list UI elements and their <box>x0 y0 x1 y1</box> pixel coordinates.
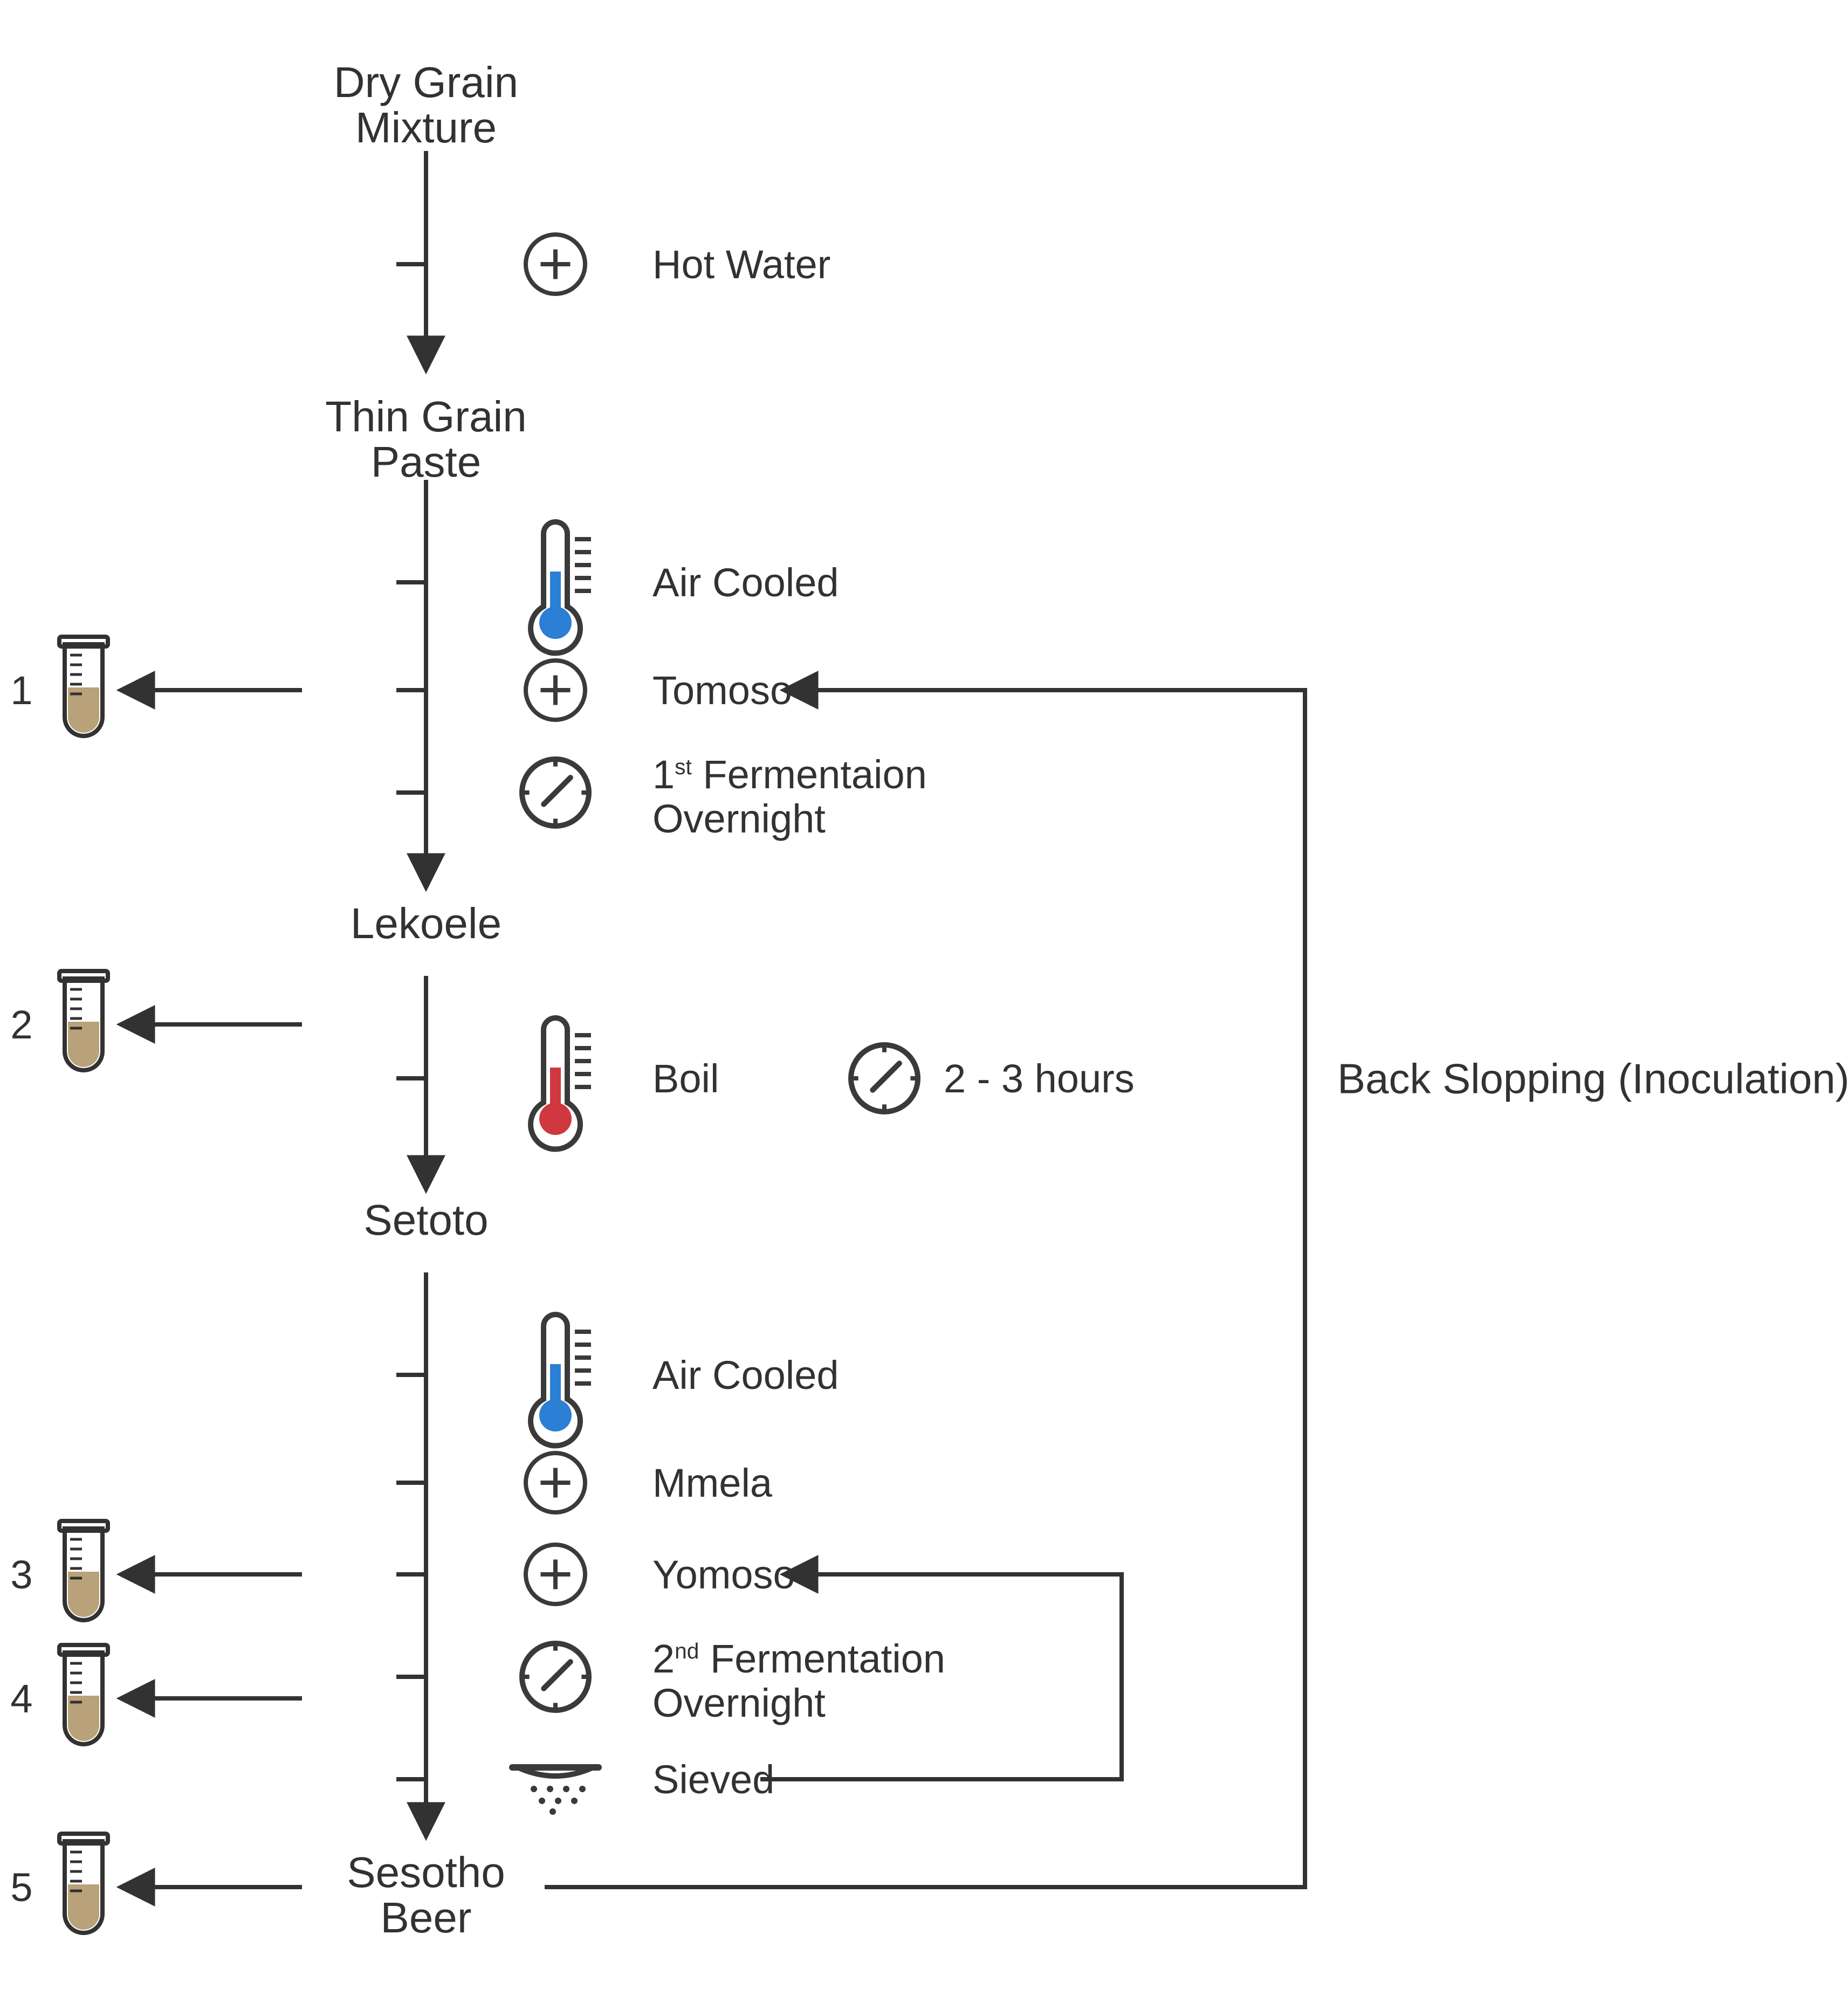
sample-tube-icon <box>59 971 108 1070</box>
step-label: Overnight <box>652 1681 826 1725</box>
stage-dry-grain: Dry GrainMixture <box>334 58 518 152</box>
step-label: Overnight <box>652 796 826 841</box>
step-label: Mmela <box>652 1461 773 1505</box>
step-label: Boil <box>652 1056 719 1101</box>
flow-arrow <box>396 976 426 1186</box>
sample-number: 1 <box>10 668 32 713</box>
stage-label: Mixture <box>355 104 497 152</box>
sample-tube-icon <box>59 1834 108 1933</box>
step-label: 2 - 3 hours <box>944 1056 1135 1101</box>
thermometer-icon <box>531 522 591 653</box>
flow-arrow <box>396 151 426 367</box>
process-step: Mmela <box>652 1461 773 1505</box>
clock-icon <box>522 759 589 826</box>
sample-3: 3 <box>10 1552 302 1597</box>
stage-label: Paste <box>371 438 482 486</box>
plus-icon <box>526 1453 585 1512</box>
process-step: Yomoso <box>652 1552 795 1597</box>
thermometer-icon <box>531 1018 591 1149</box>
process-step: Sieved <box>652 1757 774 1802</box>
sample-number: 2 <box>10 1002 32 1047</box>
sample-number: 3 <box>10 1552 32 1597</box>
stage-label: Lekoele <box>351 899 501 947</box>
clock-icon <box>851 1045 918 1112</box>
flow-arrow <box>396 480 426 884</box>
step-label: Tomoso <box>652 668 792 713</box>
process-step: Air Cooled <box>652 1353 839 1398</box>
sample-number: 5 <box>10 1865 32 1910</box>
step-label: Air Cooled <box>652 1353 839 1398</box>
step-label: 2nd Fermentation <box>652 1636 945 1681</box>
flow-arrow <box>396 1272 426 1833</box>
stage-setoto: Setoto <box>363 1196 488 1244</box>
stage-label: Setoto <box>363 1196 488 1244</box>
stage-sesotho: SesothoBeer <box>347 1848 505 1942</box>
stage-label: Thin Grain <box>325 393 526 440</box>
process-step: Hot Water <box>652 242 830 287</box>
step-label: Yomoso <box>652 1552 795 1597</box>
sample-1: 1 <box>10 668 302 713</box>
step-label: Hot Water <box>652 242 830 287</box>
process-step: Air Cooled <box>652 560 839 605</box>
stage-thin-paste: Thin GrainPaste <box>325 393 526 486</box>
step-label: 1st Fermentaion <box>652 752 927 797</box>
process-step: 1st FermentaionOvernight <box>652 752 927 841</box>
plus-icon <box>526 235 585 294</box>
clock-icon <box>522 1643 589 1710</box>
process-step: Boil 2 - 3 hours <box>652 1056 1135 1101</box>
sample-4: 4 <box>10 1676 302 1721</box>
process-step: Tomoso <box>652 668 792 713</box>
plus-icon <box>526 1545 585 1604</box>
thermometer-icon <box>531 1314 591 1446</box>
sample-2: 2 <box>10 1002 302 1047</box>
stage-lekoele: Lekoele <box>351 899 501 947</box>
plus-icon <box>526 660 585 720</box>
feedback-label: Back Slopping (Inoculation) <box>1337 1055 1848 1102</box>
sample-tube-icon <box>59 637 108 736</box>
step-label: Sieved <box>652 1757 774 1802</box>
sample-5: 5 <box>10 1865 302 1910</box>
stage-label: Beer <box>381 1894 472 1942</box>
process-step: 2nd FermentationOvernight <box>652 1636 945 1725</box>
sample-number: 4 <box>10 1676 32 1721</box>
sample-tube-icon <box>59 1521 108 1620</box>
sample-tube-icon <box>59 1645 108 1744</box>
step-label: Air Cooled <box>652 560 839 605</box>
stage-label: Sesotho <box>347 1848 505 1896</box>
stage-label: Dry Grain <box>334 58 518 106</box>
sieve-icon <box>512 1767 599 1815</box>
